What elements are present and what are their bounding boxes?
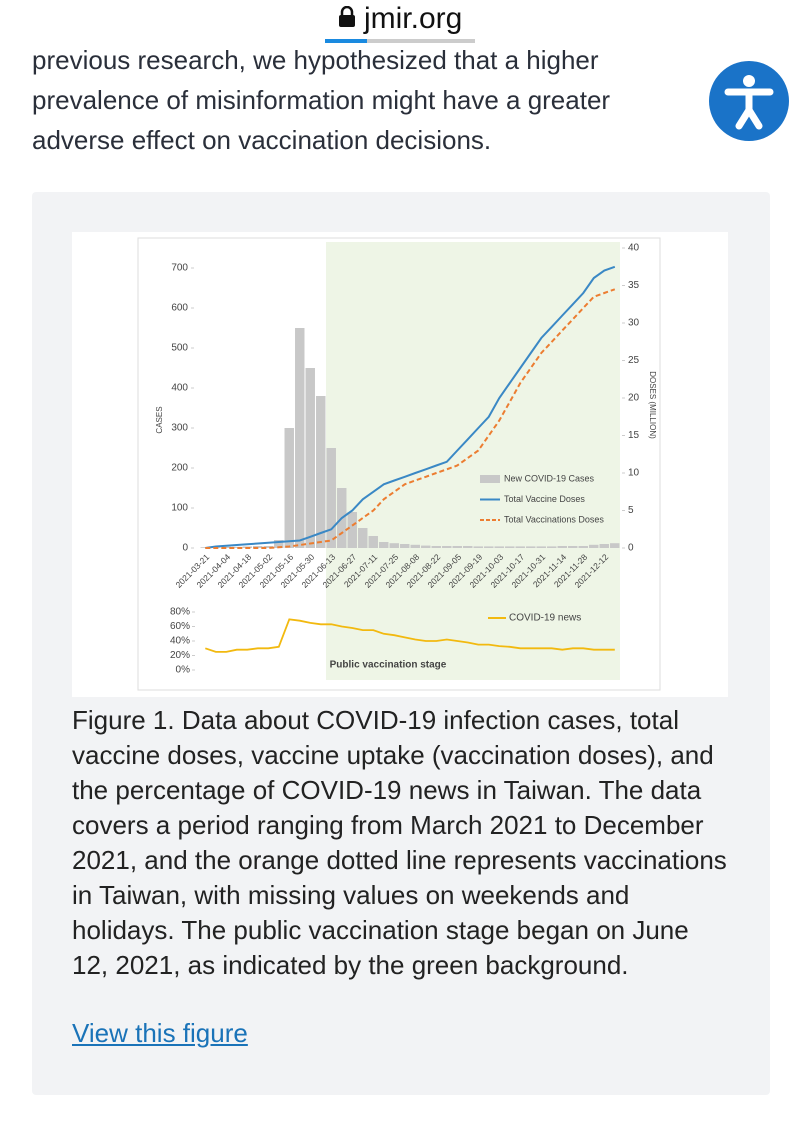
- y-tick-label: 600: [171, 303, 188, 314]
- y2-tick-label: 40: [628, 243, 640, 254]
- y2-tick-label: 30: [628, 318, 640, 329]
- bar: [536, 546, 546, 548]
- bar: [463, 546, 473, 548]
- bar: [305, 368, 315, 548]
- annotation: Public vaccination stage: [330, 660, 447, 671]
- chart: 0 100 200 300 400 500 600 700 0 5 10 15 20 25 30 35 40 CA…: [137, 237, 661, 691]
- bar: [389, 543, 399, 548]
- legend-label: Total Vaccinations Doses: [504, 514, 604, 524]
- y-tick-label: 300: [171, 423, 188, 434]
- figure-image[interactable]: 0 100 200 300 400 500 600 700 0 5 10 15 20 25 30 35 40 CA…: [72, 232, 728, 697]
- news-y-tick-label: 60%: [170, 621, 190, 632]
- bar: [295, 328, 305, 548]
- bar: [526, 546, 536, 548]
- legend-swatch: [480, 475, 500, 483]
- bar: [400, 544, 410, 548]
- series-line: [205, 288, 616, 549]
- vaccination-stage-shade: [326, 242, 620, 680]
- series-line: [205, 265, 616, 549]
- bar: [326, 448, 336, 548]
- bar: [410, 544, 420, 548]
- bar: [589, 544, 599, 548]
- progress-fill: [325, 39, 367, 43]
- y2-tick-label: 10: [628, 468, 640, 479]
- bar: [557, 546, 567, 548]
- view-figure-link[interactable]: View this figure: [72, 1018, 248, 1048]
- y2-tick-label: 25: [628, 355, 640, 366]
- y-tick-label: 200: [171, 463, 188, 474]
- bar: [610, 543, 620, 548]
- bar: [232, 546, 242, 548]
- bar: [347, 512, 357, 548]
- bar: [547, 546, 557, 548]
- bar: [505, 546, 515, 548]
- bar: [494, 546, 504, 548]
- news-y-tick-label: 80%: [170, 607, 190, 618]
- y2-tick-label: 0: [628, 543, 634, 554]
- y-tick-label: 100: [171, 503, 188, 514]
- y2-tick-label: 20: [628, 393, 640, 404]
- bar: [484, 546, 494, 548]
- bar: [274, 540, 284, 548]
- bar: [263, 546, 273, 548]
- news-y-tick-label: 0%: [176, 665, 191, 676]
- y2-tick-label: 35: [628, 280, 640, 291]
- site-name: jmir.org: [363, 2, 463, 35]
- address-bar[interactable]: jmir.org: [0, 0, 800, 44]
- y2-tick-label: 15: [628, 430, 640, 441]
- figure-caption: Figure 1. Data about COVID-19 infection …: [72, 705, 727, 980]
- article-paragraph: previous research, we hypothesized that …: [32, 45, 611, 155]
- y-axis-title: CASES: [155, 406, 164, 433]
- y2-axis-title: DOSES (MILLION): [648, 371, 657, 439]
- load-progress: [325, 39, 475, 43]
- bar: [568, 546, 578, 548]
- bar: [284, 428, 294, 548]
- bar: [368, 536, 378, 548]
- bar: [431, 546, 441, 548]
- bar: [442, 546, 452, 548]
- news-y-tick-label: 20%: [170, 650, 190, 661]
- y-tick-label: 500: [171, 343, 188, 354]
- news-line: [205, 618, 615, 653]
- bar: [599, 544, 609, 548]
- lock-icon: [338, 5, 355, 27]
- y2-tick-label: 5: [628, 505, 634, 516]
- bar: [358, 528, 368, 548]
- y-tick-label: 700: [171, 263, 188, 274]
- bar: [515, 546, 525, 548]
- news-y-tick-label: 40%: [170, 636, 190, 647]
- bar: [473, 546, 483, 548]
- y-tick-label: 0: [182, 543, 188, 554]
- bar: [316, 396, 326, 548]
- bar: [452, 546, 462, 548]
- legend-label: COVID-19 news: [509, 613, 581, 624]
- bar: [421, 545, 431, 548]
- legend-label: New COVID-19 Cases: [504, 473, 595, 483]
- y-tick-label: 400: [171, 383, 188, 394]
- bar: [578, 546, 588, 548]
- bar: [379, 542, 389, 548]
- legend-label: Total Vaccine Doses: [504, 494, 585, 504]
- accessibility-button[interactable]: [708, 60, 790, 142]
